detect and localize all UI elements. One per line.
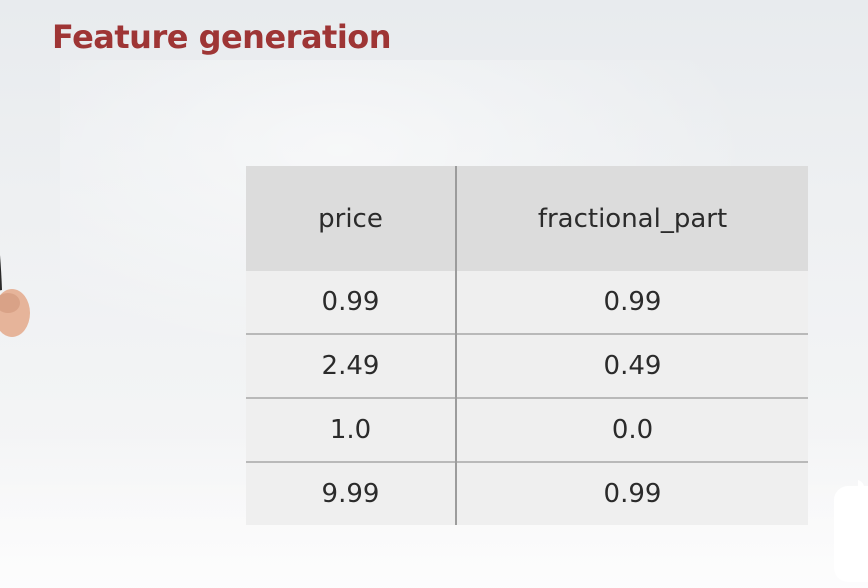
- table-row: 2.49 0.49: [246, 333, 808, 398]
- fractional-part-cell: 0.99: [455, 271, 808, 334]
- presenter-figure-icon: [0, 255, 30, 337]
- column-header-price: price: [246, 166, 456, 271]
- slide-title: Feature generation: [52, 18, 392, 56]
- column-header-fractional-part: fractional_part: [455, 166, 808, 271]
- table-header-row: price fractional_part: [246, 166, 808, 271]
- price-cell: 9.99: [246, 461, 456, 525]
- fractional-part-cell: 0.99: [455, 461, 808, 525]
- feature-table: price fractional_part 0.99 0.99 2.49 0.4…: [246, 166, 808, 525]
- table-row: 0.99 0.99: [246, 271, 808, 334]
- price-cell: 0.99: [246, 271, 456, 334]
- fractional-part-cell: 0.0: [455, 397, 808, 462]
- table-row: 1.0 0.0: [246, 397, 808, 462]
- fractional-part-cell: 0.49: [455, 333, 808, 398]
- price-cell: 2.49: [246, 333, 456, 398]
- price-cell: 1.0: [246, 397, 456, 462]
- table-row: 9.99 0.99: [246, 461, 808, 525]
- app-corner-icon: [834, 480, 868, 582]
